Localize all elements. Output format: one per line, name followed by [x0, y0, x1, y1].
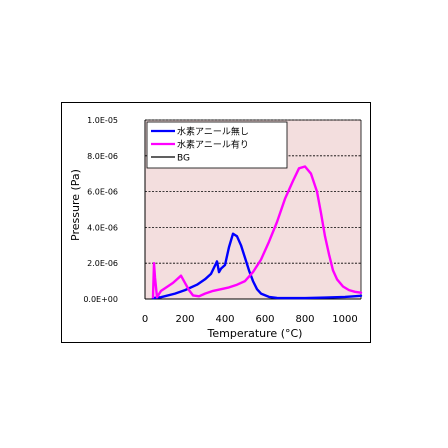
- x-tick-label: 200: [175, 314, 194, 325]
- x-tick-label: 600: [255, 314, 274, 325]
- legend-label-0: 水素アニール無し: [177, 126, 249, 138]
- y-tick-label: 4.0E-06: [87, 223, 118, 232]
- x-tick-label: 800: [295, 314, 314, 325]
- legend-label-1: 水素アニール有り: [177, 139, 249, 151]
- x-tick-label: 400: [215, 314, 234, 325]
- x-tick-labels: 0 200 400 600 800 1000: [142, 314, 358, 325]
- y-tick-label: 0.0E+00: [83, 295, 118, 304]
- series-layer: [151, 165, 363, 300]
- x-tick-label: 0: [142, 314, 148, 325]
- series-line-0: [151, 232, 363, 300]
- y-axis-label: Pressure (Pa): [69, 169, 82, 241]
- y-tick-label: 6.0E-06: [87, 188, 118, 197]
- x-tick-label: 1000: [332, 314, 357, 325]
- y-tick-label: 8.0E-06: [87, 152, 118, 161]
- legend-label-2: BG: [177, 154, 190, 164]
- axes: [144, 119, 362, 300]
- y-tick-label: 1.0E-05: [87, 116, 118, 125]
- y-tick-label: 2.0E-06: [87, 259, 118, 268]
- y-tick-labels: 0.0E+00 2.0E-06 4.0E-06 6.0E-06 8.0E-06 1.0E-…: [83, 116, 118, 304]
- series-line-1: [151, 165, 363, 299]
- x-axis-label: Temperature (°C): [207, 327, 303, 340]
